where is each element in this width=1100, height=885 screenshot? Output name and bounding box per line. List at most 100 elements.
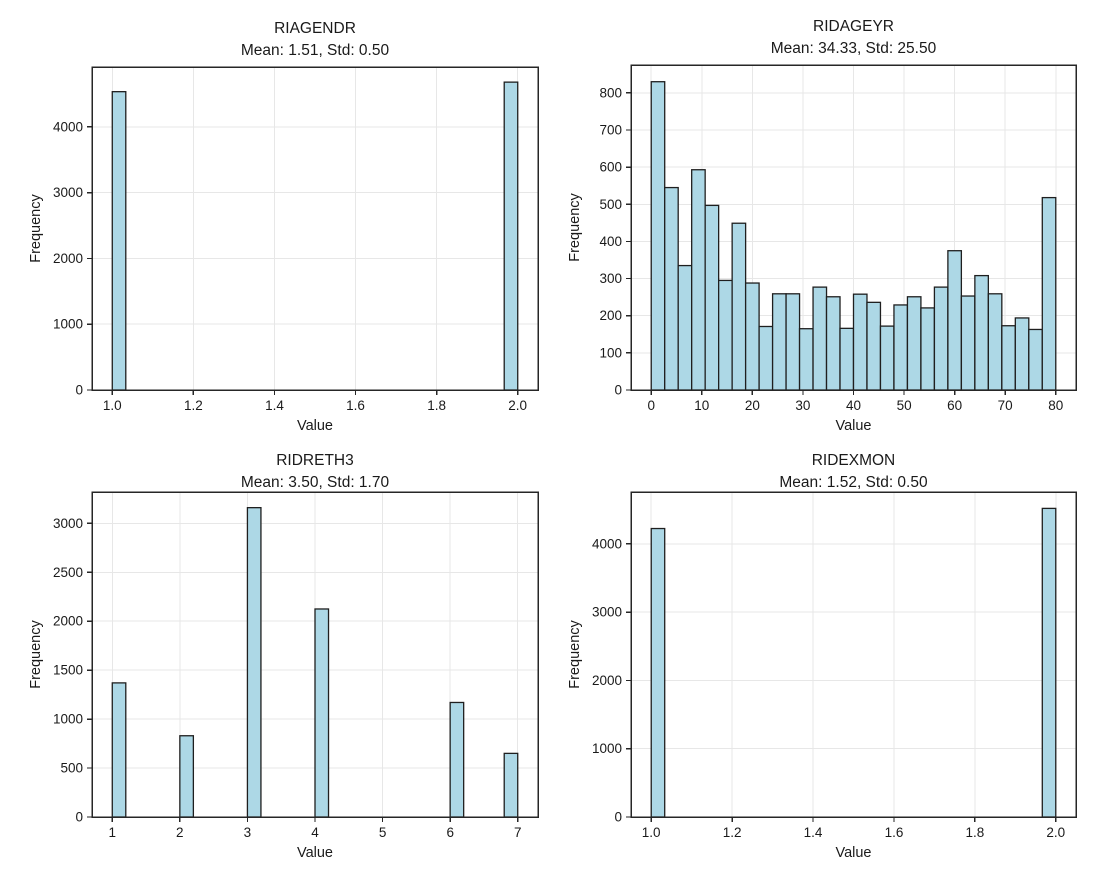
histogram-bar (650, 527, 666, 818)
x-axis-label: Value (297, 418, 333, 434)
chart-subtitle: Mean: 3.50, Std: 1.70 (241, 474, 390, 491)
x-tick-label: 60 (947, 398, 962, 413)
histogram-bar (111, 682, 127, 818)
histogram-bar (974, 274, 989, 391)
histogram-bar (866, 301, 882, 391)
y-axis-label: Frequency (28, 194, 44, 263)
y-tick-labels: 0 100 200 300 400 500 600 700 800 (599, 85, 622, 397)
y-tick-label: 0 (75, 810, 83, 825)
chart-title: RIDEXMON (812, 452, 896, 469)
histogram-bar (731, 222, 747, 391)
histogram-bar (664, 186, 679, 391)
chart-subtitle: Mean: 1.52, Std: 0.50 (779, 474, 928, 491)
grid-lines (631, 492, 1076, 818)
x-tick-label: 1.6 (346, 398, 365, 413)
x-tick-label: 1 (109, 825, 117, 840)
histogram-bar (758, 325, 774, 391)
x-tick-label: 1.4 (804, 825, 823, 840)
histogram-bar (893, 304, 909, 391)
x-tick-labels: 1.0 1.2 1.4 1.6 1.8 2.0 (642, 825, 1065, 840)
chart-title: RIDRETH3 (276, 452, 354, 469)
x-tick-label: 1.0 (642, 825, 661, 840)
chart-canvas: 1.0 1.2 1.4 1.6 1.8 2.0 0 1000 2000 3000 4000 RID… (567, 452, 1077, 861)
axis-ticks (626, 92, 1057, 395)
x-tick-label: 0 (647, 398, 655, 413)
histogram-bar (314, 608, 330, 818)
axes-frame (630, 491, 1077, 818)
histogram-bar (879, 325, 895, 391)
y-tick-label: 0 (614, 383, 622, 398)
histogram-bar (771, 293, 787, 391)
histogram-subplot: 1.0 1.2 1.4 1.6 1.8 2.0 0 1000 2000 3000 4000 RID… (550, 440, 1100, 885)
y-tick-label: 4000 (53, 119, 83, 134)
axis-ticks (626, 543, 1057, 822)
y-axis-label: Frequency (567, 620, 583, 689)
axes-frame (91, 66, 539, 391)
histogram-bar (246, 507, 262, 818)
histogram-bar (179, 735, 195, 818)
histogram-bar (677, 264, 693, 391)
x-tick-label: 5 (379, 825, 387, 840)
y-tick-label: 200 (599, 308, 622, 323)
histogram-bar (111, 91, 127, 391)
histogram-bar (920, 307, 936, 391)
y-tick-label: 2000 (53, 614, 83, 629)
x-axis-label: Value (835, 845, 871, 861)
histogram-bar (785, 293, 801, 391)
histogram-bars (650, 81, 1057, 391)
y-tick-label: 0 (75, 383, 83, 398)
histogram-bars (650, 507, 1057, 818)
x-tick-label: 1.8 (427, 398, 446, 413)
y-tick-label: 500 (60, 761, 83, 776)
y-axis-label: Frequency (28, 620, 44, 689)
y-tick-label: 500 (599, 197, 622, 212)
x-tick-label: 3 (244, 825, 252, 840)
y-tick-label: 400 (599, 234, 622, 249)
y-tick-label: 700 (599, 123, 622, 138)
y-tick-label: 3000 (53, 185, 83, 200)
y-tick-label: 1000 (592, 741, 622, 756)
y-tick-labels: 0 1000 2000 3000 4000 (592, 536, 622, 824)
x-tick-label: 70 (998, 398, 1013, 413)
x-tick-label: 1.8 (966, 825, 985, 840)
x-tick-labels: 0 10 20 30 40 50 60 70 80 (647, 398, 1063, 413)
y-tick-label: 4000 (592, 536, 622, 551)
histogram-bar (1041, 507, 1057, 818)
x-tick-label: 50 (897, 398, 912, 413)
x-tick-label: 7 (514, 825, 522, 840)
histogram-bar (717, 279, 733, 391)
x-axis-label: Value (297, 845, 333, 861)
chart-subtitle: Mean: 34.33, Std: 25.50 (771, 40, 937, 57)
y-tick-label: 3000 (53, 516, 83, 531)
chart-title: RIDAGEYR (813, 18, 894, 35)
histogram-bar (960, 295, 976, 391)
histogram-bar (1014, 317, 1030, 391)
chart-canvas: 1.0 1.2 1.4 1.6 1.8 2.0 0 1000 2000 3000 4000 RIA… (28, 20, 539, 434)
chart-subtitle: Mean: 1.51, Std: 0.50 (241, 42, 390, 59)
histogram-bar (691, 169, 706, 391)
x-tick-label: 1.6 (885, 825, 904, 840)
x-tick-labels: 1.0 1.2 1.4 1.6 1.8 2.0 (103, 398, 527, 413)
y-tick-label: 300 (599, 271, 622, 286)
y-tick-labels: 0 1000 2000 3000 4000 (53, 119, 83, 397)
histogram-bar (798, 328, 814, 391)
histogram-bar (503, 752, 519, 818)
y-axis-label: Frequency (567, 193, 583, 262)
x-tick-label: 6 (446, 825, 454, 840)
histogram-bars (111, 507, 519, 818)
y-tick-label: 2000 (592, 673, 622, 688)
histogram-bar (1028, 328, 1043, 391)
histogram-bar (933, 286, 949, 391)
y-tick-label: 3000 (592, 605, 622, 620)
histogram-bar (906, 296, 922, 391)
chart-title: RIAGENDR (274, 20, 356, 37)
x-tick-label: 2 (176, 825, 184, 840)
y-tick-label: 600 (599, 160, 622, 175)
histogram-subplot: 1.0 1.2 1.4 1.6 1.8 2.0 0 1000 2000 3000 4000 RIA… (0, 0, 550, 440)
x-tick-label: 1.2 (184, 398, 203, 413)
x-tick-label: 4 (311, 825, 319, 840)
histogram-bar (839, 327, 855, 391)
grid-lines (92, 67, 538, 391)
x-tick-label: 10 (694, 398, 709, 413)
histogram-bar (1041, 196, 1057, 391)
